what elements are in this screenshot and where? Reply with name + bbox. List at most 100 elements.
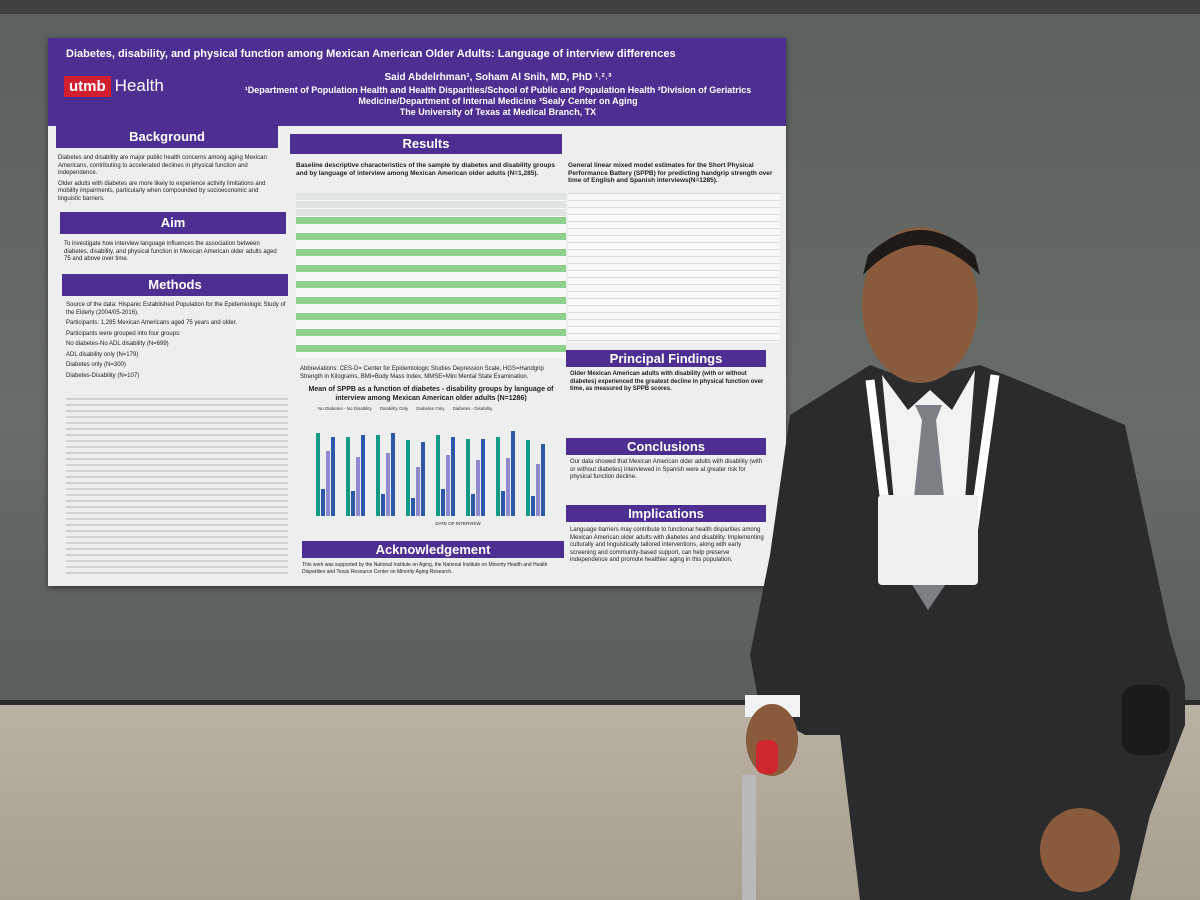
affiliation-line-2: Medicine/Department of Internal Medicine… [358, 96, 638, 106]
table-row [296, 345, 566, 352]
chart-bar [441, 489, 445, 516]
baseline-characteristics-table [296, 193, 566, 358]
methods-group-4: Diabetes-Disability (N=107) [66, 372, 140, 379]
badge [878, 495, 978, 585]
methods-text: Source of the data: Hispanic Established… [66, 302, 288, 383]
logo-name: Health [114, 76, 164, 95]
chart-bar [406, 439, 410, 516]
findings-text: Older Mexican American adults with disab… [570, 371, 764, 392]
chart-bar [356, 456, 360, 516]
legend-disability-only: Disability Only [379, 406, 409, 411]
acknowledgement-heading: Acknowledgement [302, 541, 564, 558]
table-row [296, 249, 566, 256]
chart-bar [446, 454, 450, 516]
chart-bar [321, 489, 325, 516]
crutch [742, 775, 756, 900]
legend-no-diabetes-no-disability: No Diabetes - No Disability [318, 406, 372, 411]
table-row [296, 337, 566, 344]
principal-findings-heading: Principal Findings [566, 350, 766, 367]
chart-title: Mean of SPPB as a function of diabetes -… [308, 386, 554, 402]
chart-bar [376, 435, 380, 516]
implications-text: Language barriers may contribute to func… [570, 527, 764, 563]
background-bullet-2: Older adults with diabetes are more like… [58, 180, 266, 202]
aim-heading: Aim [60, 212, 286, 234]
chart-bar [526, 440, 530, 516]
chart-bar [531, 496, 535, 516]
methods-source: Source of the data: Hispanic Established… [66, 302, 286, 316]
chart-bar [501, 490, 505, 516]
chart-xlabel: DATE OF INTERVIEW [435, 521, 481, 526]
background-heading: Background [56, 126, 278, 148]
chart-legend: No Diabetes - No Disability Disability O… [318, 406, 558, 411]
chart-bar [361, 435, 365, 516]
acknowledgement-text: This work was supported by the National … [302, 562, 548, 575]
chart-bar [416, 466, 420, 516]
chart-bar [506, 458, 510, 516]
table-row [296, 305, 566, 312]
wall-top-frame [0, 0, 1200, 14]
chart-bar [476, 460, 480, 516]
methods-heading: Methods [62, 274, 288, 296]
chart-bar [391, 433, 395, 516]
sppb-bar-chart [310, 416, 560, 516]
utmb-health-logo: utmb Health [64, 74, 164, 98]
poster-title: Diabetes, disability, and physical funct… [66, 48, 676, 60]
methods-participants: Participants: 1,285 Mexican Americans ag… [66, 320, 238, 326]
glm-estimates-table [568, 193, 780, 343]
suit-jacket [750, 365, 1185, 900]
poster-header: Diabetes, disability, and physical funct… [48, 38, 786, 126]
hair [863, 230, 980, 275]
crutch-cuff [1122, 685, 1170, 755]
results-heading: Results [290, 134, 562, 154]
chart-bar [466, 438, 470, 516]
poster-authors-block: Said Abdelrhman¹, Soham Al Snih, MD, PhD… [218, 72, 778, 118]
table-row [296, 273, 566, 280]
presenter-photo [742, 227, 1185, 900]
chart-bar [411, 498, 415, 516]
background-bullet-1: Diabetes and disability are major public… [58, 155, 267, 176]
table-row [296, 313, 566, 320]
conclusions-text: Our data showed that Mexican American ol… [570, 459, 763, 480]
table-row [296, 297, 566, 304]
research-poster: Diabetes, disability, and physical funct… [48, 38, 786, 586]
chart-bar [316, 433, 320, 516]
legend-diabetes-only: Diabetes Only [416, 406, 445, 411]
chart-bar [421, 442, 425, 516]
aim-text: To investigate how interview language in… [64, 241, 277, 262]
chart-bar [541, 444, 545, 516]
table-header-row [296, 209, 566, 216]
legend-diabetes-disability: Diabetes - Disability [452, 406, 493, 411]
chart-bar [471, 493, 475, 516]
conclusions-heading: Conclusions [566, 438, 766, 455]
chart-bar [386, 453, 390, 516]
table-row [296, 225, 566, 232]
table-header-row [296, 193, 566, 200]
chart-bar [436, 435, 440, 516]
table-row [296, 241, 566, 248]
chart-bar [536, 463, 540, 516]
results-table-title: Baseline descriptive characteristics of … [296, 162, 556, 177]
table-row [296, 265, 566, 272]
methods-group-2: ADL disability only (N=179) [66, 351, 139, 358]
methods-fine-print [66, 398, 288, 578]
glm-table-title: General linear mixed model estimates for… [568, 162, 773, 184]
table-header-row [296, 201, 566, 208]
table-row [296, 217, 566, 224]
chart-bar [381, 493, 385, 516]
chart-bar [346, 436, 350, 516]
poster-authors: Said Abdelrhman¹, Soham Al Snih, MD, PhD… [384, 72, 612, 83]
table-row [296, 329, 566, 336]
chart-bar [331, 436, 335, 516]
table-row [296, 281, 566, 288]
logo-mark: utmb [64, 75, 111, 97]
background-text: Diabetes and disability are major public… [58, 155, 278, 206]
table-row [296, 257, 566, 264]
face [862, 227, 978, 383]
chart-bar [451, 436, 455, 516]
right-hand [1040, 808, 1120, 892]
crutch-grip [756, 740, 778, 774]
implications-heading: Implications [566, 505, 766, 522]
methods-group-3: Diabetes only (N=300) [66, 362, 126, 368]
affiliation-line-3: The University of Texas at Medical Branc… [399, 107, 597, 117]
chart-bar [481, 438, 485, 516]
